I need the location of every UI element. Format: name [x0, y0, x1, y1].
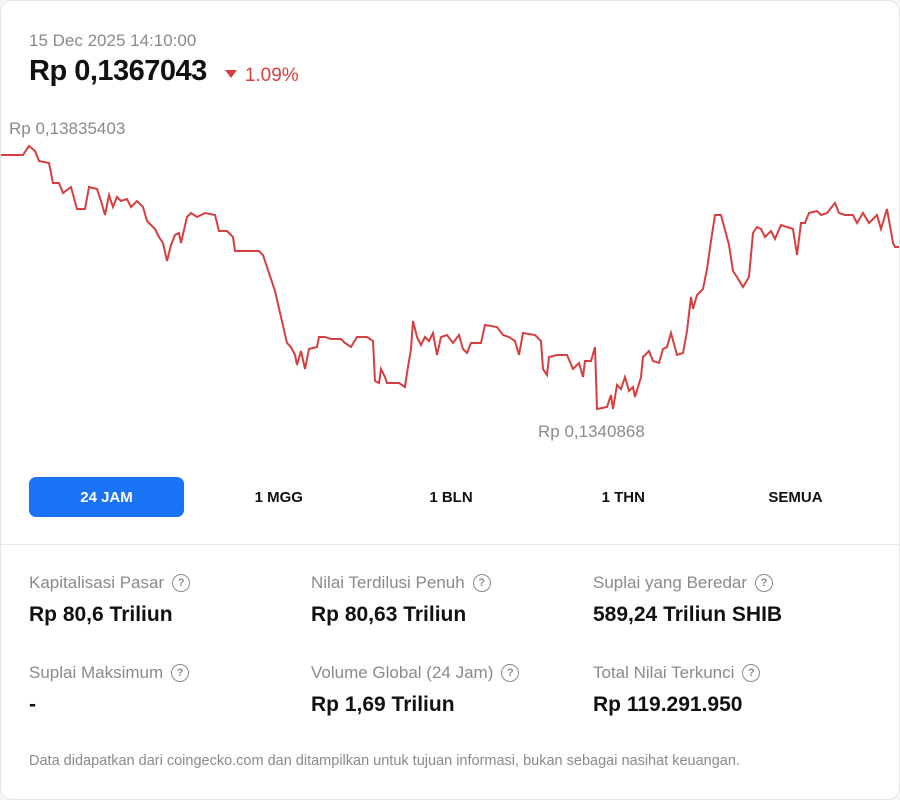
stat-max-supply: Suplai Maksimum ? -	[29, 663, 299, 717]
help-circle-icon[interactable]: ?	[172, 574, 191, 592]
stat-label-text: Kapitalisasi Pasar	[29, 573, 165, 592]
help-circle-icon[interactable]: ?	[501, 664, 520, 682]
disclaimer: Data didapatkan dari coingecko.com dan d…	[29, 753, 740, 769]
help-circle-icon[interactable]: ?	[742, 664, 761, 682]
stat-value-market-cap: Rp 80,6 Triliun	[29, 603, 173, 626]
tab-semua[interactable]: SEMUA	[768, 488, 823, 506]
chart-high-label: Rp 0,13835403	[9, 119, 126, 138]
price-row: Rp 0,1367043 1.09%	[29, 55, 299, 88]
price-change: 1.09%	[224, 65, 299, 87]
chart-low-label: Rp 0,1340868	[538, 422, 645, 441]
divider	[1, 544, 899, 545]
stat-label-text: Nilai Terdilusi Penuh	[311, 573, 465, 592]
stat-label-total-value-locked: Total Nilai Terkunci ?	[593, 663, 863, 683]
stat-value-fully-diluted: Rp 80,63 Triliun	[311, 603, 467, 626]
stat-total-value-locked: Total Nilai Terkunci ? Rp 119.291.950	[593, 663, 863, 717]
stat-label-text: Total Nilai Terkunci	[593, 663, 735, 682]
stat-label-max-supply: Suplai Maksimum ?	[29, 663, 299, 683]
stat-circulating-supply: Suplai yang Beredar ? 589,24 Triliun SHI…	[593, 573, 863, 627]
stat-global-volume: Volume Global (24 Jam) ? Rp 1,69 Triliun	[311, 663, 581, 717]
stat-label-fully-diluted: Nilai Terdilusi Penuh ?	[311, 573, 581, 593]
current-price: Rp 0,1367043	[29, 55, 207, 87]
help-circle-icon[interactable]: ?	[472, 574, 491, 592]
stat-label-text: Volume Global (24 Jam)	[311, 663, 494, 682]
timestamp: 15 Dec 2025 14:10:00	[29, 31, 197, 50]
timeframe-tabs: 24 JAM 1 MGG 1 BLN 1 THN SEMUA	[29, 477, 873, 517]
tab-1-mgg[interactable]: 1 MGG	[254, 488, 303, 506]
stat-market-cap: Kapitalisasi Pasar ? Rp 80,6 Triliun	[29, 573, 299, 627]
stat-value-global-volume: Rp 1,69 Triliun	[311, 693, 455, 716]
triangle-down-icon	[224, 70, 237, 78]
price-change-value: 1.09%	[244, 65, 299, 86]
stat-value-circulating-supply: 589,24 Triliun SHIB	[593, 603, 783, 626]
stat-value-max-supply: -	[29, 693, 36, 716]
tab-24-jam[interactable]: 24 JAM	[29, 477, 184, 517]
help-circle-icon[interactable]: ?	[171, 664, 190, 682]
stat-label-text: Suplai Maksimum	[29, 663, 164, 682]
stat-label-circulating-supply: Suplai yang Beredar ?	[593, 573, 863, 593]
stat-fully-diluted: Nilai Terdilusi Penuh ? Rp 80,63 Triliun	[311, 573, 581, 627]
price-chart	[1, 144, 899, 411]
stat-label-text: Suplai yang Beredar	[593, 573, 748, 592]
price-line	[1, 144, 899, 411]
help-circle-icon[interactable]: ?	[755, 574, 774, 592]
stat-label-market-cap: Kapitalisasi Pasar ?	[29, 573, 299, 593]
tab-1-thn[interactable]: 1 THN	[601, 488, 645, 506]
tab-1-bln[interactable]: 1 BLN	[429, 488, 473, 506]
stat-label-global-volume: Volume Global (24 Jam) ?	[311, 663, 581, 683]
stat-value-total-value-locked: Rp 119.291.950	[593, 693, 743, 716]
